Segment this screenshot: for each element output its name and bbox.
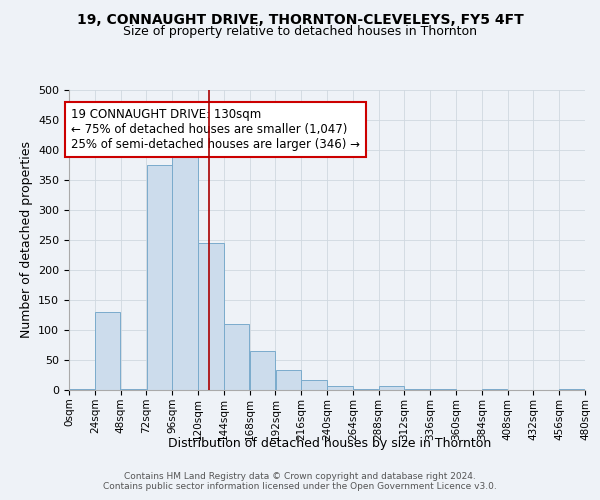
Text: Contains public sector information licensed under the Open Government Licence v3: Contains public sector information licen… xyxy=(103,482,497,491)
Text: Size of property relative to detached houses in Thornton: Size of property relative to detached ho… xyxy=(123,25,477,38)
Bar xyxy=(172,141,198,390)
Y-axis label: Number of detached properties: Number of detached properties xyxy=(20,142,32,338)
Bar xyxy=(275,370,301,390)
Bar xyxy=(404,389,430,390)
Bar xyxy=(121,389,146,390)
Bar xyxy=(559,389,585,390)
Text: 19 CONNAUGHT DRIVE: 130sqm
← 75% of detached houses are smaller (1,047)
25% of s: 19 CONNAUGHT DRIVE: 130sqm ← 75% of deta… xyxy=(71,108,360,151)
Bar xyxy=(250,351,275,390)
Bar xyxy=(146,165,172,390)
Bar xyxy=(69,389,95,390)
Bar xyxy=(482,389,508,390)
Text: Contains HM Land Registry data © Crown copyright and database right 2024.: Contains HM Land Registry data © Crown c… xyxy=(124,472,476,481)
Bar xyxy=(379,386,404,390)
Bar xyxy=(224,324,250,390)
Bar xyxy=(327,386,353,390)
Text: 19, CONNAUGHT DRIVE, THORNTON-CLEVELEYS, FY5 4FT: 19, CONNAUGHT DRIVE, THORNTON-CLEVELEYS,… xyxy=(77,12,523,26)
Bar xyxy=(95,312,121,390)
Bar xyxy=(301,380,327,390)
Bar xyxy=(430,389,456,390)
Bar xyxy=(353,389,379,390)
Bar xyxy=(198,243,224,390)
Text: Distribution of detached houses by size in Thornton: Distribution of detached houses by size … xyxy=(169,438,491,450)
